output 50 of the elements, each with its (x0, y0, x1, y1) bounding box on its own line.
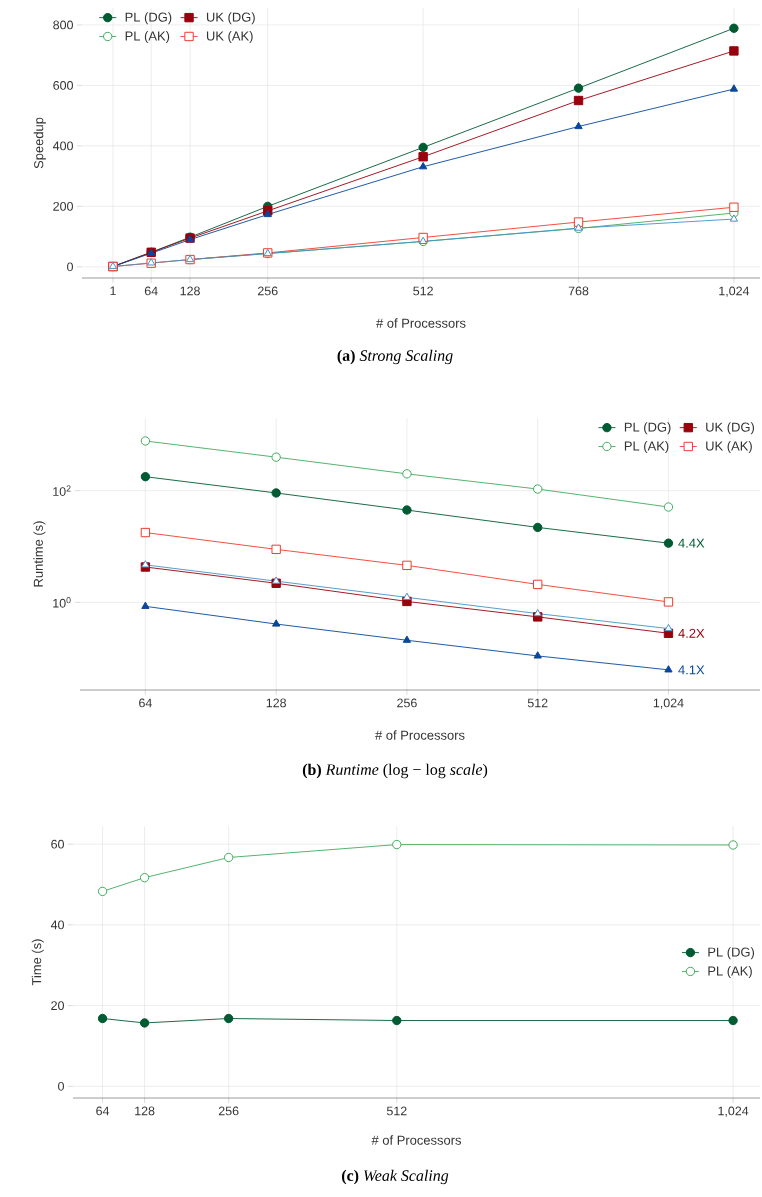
legend-label: UK (DG) (206, 12, 255, 25)
text: (a) Strong Scaling (337, 349, 453, 365)
y-tick-label: 10$^{2}$ (53, 485, 71, 496)
y-tick-label: 200 (53, 201, 73, 211)
x-tick-label: 64 (139, 698, 152, 708)
x-tick-label: 128 (135, 1106, 155, 1116)
x-tick-label: 256 (218, 1106, 239, 1116)
legend-label: PL (AK) (708, 965, 752, 979)
text: (b) Runtime (log − log scale) (302, 763, 488, 779)
x-tick-label: 128 (180, 286, 200, 296)
y-axis-title: Time (s) (31, 939, 44, 986)
x-tick-label: 1 (110, 286, 116, 296)
y-tick-label: 0 (67, 262, 73, 272)
x-tick-label: 512 (386, 1106, 407, 1116)
x-tick-label: 256 (257, 286, 278, 296)
x-tick-label: 512 (413, 286, 433, 296)
legend-label: PL (DG) (708, 947, 755, 960)
x-axis-title: # of Processors (371, 1135, 462, 1145)
y-tick-label: 10$^{0}$ (53, 597, 71, 608)
x-tick-label: 64 (144, 286, 158, 296)
legend-label: UK (AK) (706, 441, 752, 454)
annotation: 4.4X (678, 538, 705, 548)
legend-label: PL (DG) (624, 422, 671, 435)
y-axis-title: Speedup (33, 117, 46, 169)
x-tick-label: 1,024 (718, 1106, 749, 1117)
x-axis-title: # of Processors (376, 318, 466, 328)
x-axis-title: # of Processors (375, 730, 465, 740)
x-tick-label: 1,024 (719, 286, 750, 297)
annotation: 4.2X (678, 628, 705, 638)
x-tick-label: 1,024 (653, 698, 684, 709)
y-tick-label: 0 (58, 1081, 64, 1091)
legend-label: PL (DG) (125, 12, 172, 25)
y-tick-label: 60 (51, 839, 64, 849)
x-tick-label: 64 (96, 1106, 110, 1116)
text: (c) Weak Scaling (342, 1169, 449, 1185)
legend-label: PL (AK) (624, 441, 669, 454)
y-tick-label: 600 (53, 81, 73, 90)
legend-label: PL (AK) (125, 31, 170, 44)
legend-label: UK (DG) (706, 422, 755, 435)
x-tick-label: 512 (527, 698, 548, 708)
annotation: 4.1X (678, 665, 705, 675)
y-tick-label: 40 (50, 920, 64, 930)
legend-label: UK (AK) (206, 31, 253, 44)
y-tick-label: 400 (52, 141, 73, 151)
y-axis-title: Runtime (s) (33, 521, 46, 587)
x-tick-label: 128 (266, 698, 287, 708)
x-tick-label: 768 (568, 286, 589, 296)
y-tick-label: 20 (51, 1001, 64, 1011)
x-tick-label: 256 (397, 698, 417, 708)
y-tick-label: 800 (53, 20, 73, 30)
